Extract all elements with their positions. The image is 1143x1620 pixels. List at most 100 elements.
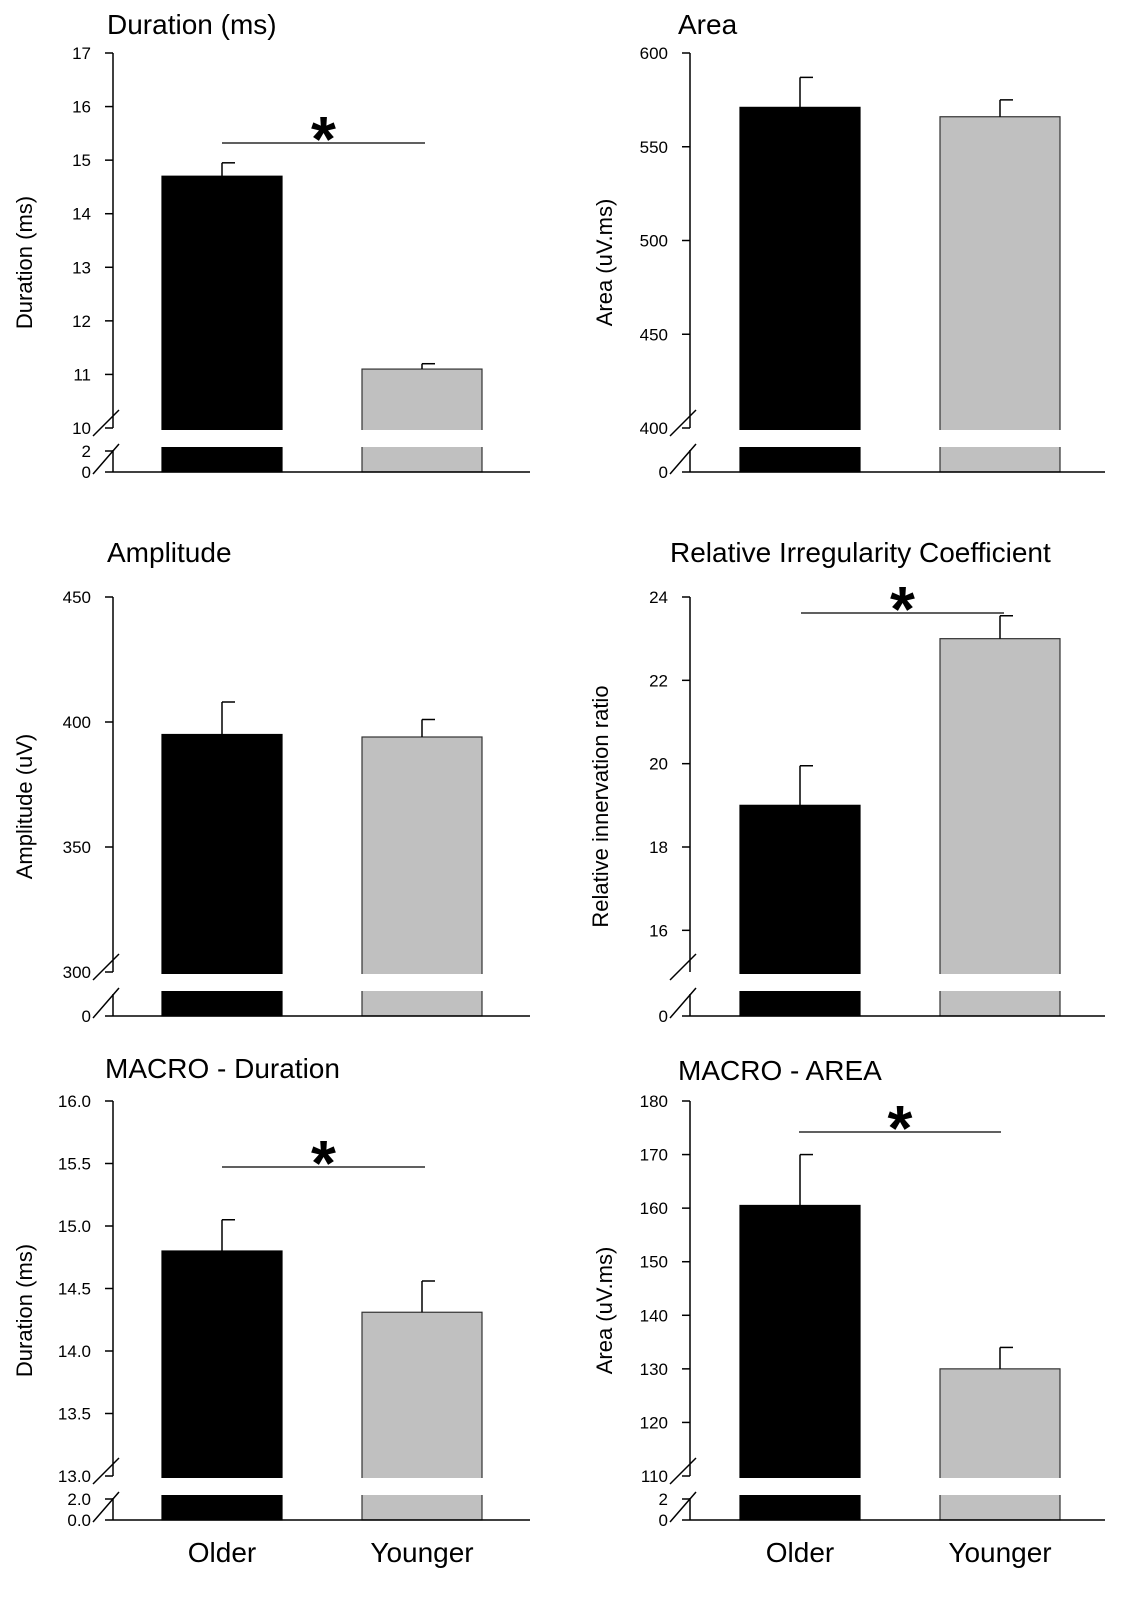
y-tick-label: 24: [649, 588, 668, 607]
significance-star: *: [311, 103, 336, 175]
bar: [939, 116, 1061, 473]
y-tick-label: 16: [649, 921, 668, 940]
axis-break-mark: [92, 1491, 120, 1523]
y-tick-label: 180: [640, 1092, 668, 1111]
x-tick-label: Younger: [948, 1537, 1051, 1568]
axis-break-mark: [669, 443, 697, 475]
axis-break-mark: [92, 987, 120, 1019]
y-tick-label: 16.0: [58, 1092, 91, 1111]
y-tick-label: 400: [640, 419, 668, 438]
y-tick-label: 0: [82, 463, 91, 482]
y-tick-label: 0: [659, 1007, 668, 1026]
axis-break-gap: [692, 974, 1105, 991]
y-tick-label: 0.0: [67, 1511, 91, 1530]
axis-break-gap: [692, 430, 1105, 447]
y-tick-label: 14.0: [58, 1342, 91, 1361]
y-tick-label: 500: [640, 232, 668, 251]
y-tick-label: 0: [82, 1007, 91, 1026]
y-tick-label: 2: [82, 442, 91, 461]
chart-title: Amplitude: [107, 537, 232, 568]
chart-panel: Amplitude Amplitude (uV) 300 350 400 450 0: [12, 537, 530, 1026]
x-tick-label: Older: [188, 1537, 256, 1568]
y-tick-label: 15: [72, 151, 91, 170]
significance-star: *: [311, 1127, 336, 1199]
y-tick-label: 170: [640, 1146, 668, 1165]
bar: [739, 1204, 861, 1521]
x-tick-label: Older: [766, 1537, 834, 1568]
y-tick-label: 0: [659, 463, 668, 482]
bar: [361, 368, 483, 473]
y-tick-label: 550: [640, 138, 668, 157]
axis-break-mark: [92, 1457, 120, 1485]
axis-break-mark: [669, 409, 697, 437]
axis-break-mark: [92, 953, 120, 981]
y-tick-label: 20: [649, 755, 668, 774]
y-tick-label: 2: [659, 1490, 668, 1509]
y-tick-label: 17: [72, 44, 91, 63]
bar: [161, 175, 283, 473]
y-axis-label: Relative innervation ratio: [588, 685, 613, 927]
y-tick-label: 400: [63, 713, 91, 732]
y-tick-label: 15.5: [58, 1155, 91, 1174]
axis-break-mark: [669, 953, 697, 981]
y-tick-label: 300: [63, 963, 91, 982]
bar: [939, 638, 1061, 1017]
axis-break-gap: [692, 1478, 1105, 1495]
chart-panel: Area Area (uV.ms) 400 450 500 550 600 0: [592, 9, 1105, 482]
x-tick-label: Younger: [370, 1537, 473, 1568]
axis-break-mark: [669, 1457, 697, 1485]
y-axis-label: Amplitude (uV): [12, 734, 37, 880]
y-axis-label: Duration (ms): [12, 196, 37, 329]
bar: [739, 106, 861, 473]
chart-panel: Relative Irregularity Coefficient Relativ…: [588, 537, 1105, 1026]
significance-star: *: [890, 573, 915, 645]
axis-break-gap: [115, 1478, 530, 1495]
chart-title: MACRO - AREA: [678, 1055, 882, 1086]
y-tick-label: 140: [640, 1306, 668, 1325]
chart-panel: MACRO - AREA Area (uV.ms) 110 120 130 140 150 1…: [592, 1055, 1105, 1568]
axis-break-gap: [115, 974, 530, 991]
bar: [939, 1368, 1061, 1521]
y-tick-label: 13: [72, 258, 91, 277]
y-tick-label: 450: [640, 325, 668, 344]
y-tick-label: 10: [72, 419, 91, 438]
bar: [161, 1250, 283, 1521]
y-tick-label: 150: [640, 1253, 668, 1272]
chart-panel: Duration (ms) Duration (ms) 10 11 12 13 14 15 16…: [12, 9, 530, 482]
chart-title: Relative Irregularity Coefficient: [670, 537, 1051, 568]
y-tick-label: 12: [72, 312, 91, 331]
axis-break-mark: [669, 1491, 697, 1523]
axis-break-mark: [669, 987, 697, 1019]
y-axis-label: Area (uV.ms): [592, 1247, 617, 1375]
chart-panel: MACRO - Duration Duration (ms) 13.0 13.5 14.…: [12, 1053, 530, 1568]
axis-break-mark: [92, 409, 120, 437]
axis-break-gap: [115, 430, 530, 447]
y-tick-label: 22: [649, 671, 668, 690]
y-tick-label: 600: [640, 44, 668, 63]
y-axis-label: Area (uV.ms): [592, 199, 617, 327]
axis-break-mark: [92, 443, 120, 475]
y-tick-label: 120: [640, 1413, 668, 1432]
y-tick-label: 14.5: [58, 1280, 91, 1299]
y-tick-label: 2.0: [67, 1490, 91, 1509]
y-tick-label: 13.0: [58, 1467, 91, 1486]
y-tick-label: 110: [641, 1467, 668, 1486]
y-tick-label: 350: [63, 838, 91, 857]
significance-star: *: [888, 1092, 913, 1164]
y-tick-label: 11: [73, 365, 91, 384]
y-tick-label: 160: [640, 1199, 668, 1218]
chart-title: Duration (ms): [107, 9, 277, 40]
y-tick-label: 450: [63, 588, 91, 607]
y-tick-label: 13.5: [58, 1405, 91, 1424]
bar: [161, 733, 283, 1017]
y-tick-label: 14: [72, 205, 91, 224]
y-tick-label: 18: [649, 838, 668, 857]
chart-title: Area: [678, 9, 738, 40]
y-tick-label: 130: [640, 1360, 668, 1379]
chart-title: MACRO - Duration: [105, 1053, 340, 1084]
y-tick-label: 15.0: [58, 1217, 91, 1236]
y-tick-label: 0: [659, 1511, 668, 1530]
y-tick-label: 16: [72, 98, 91, 117]
y-axis-label: Duration (ms): [12, 1244, 37, 1377]
